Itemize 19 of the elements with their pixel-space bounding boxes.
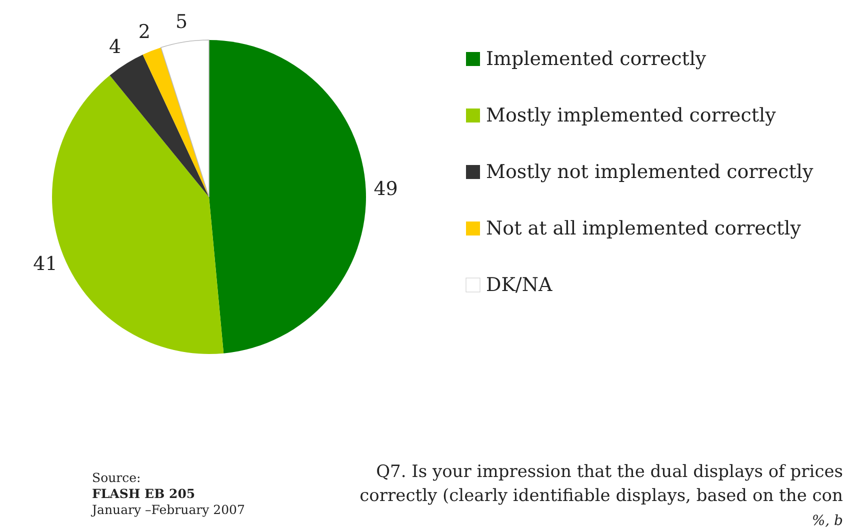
legend-label: DK/NA <box>486 274 552 296</box>
data-label: 41 <box>33 253 58 276</box>
data-label: 5 <box>176 11 188 34</box>
text: %, b <box>812 513 844 529</box>
pie-slice <box>209 40 366 354</box>
legend-label: Mostly not implemented correctly <box>486 161 814 183</box>
text: Q7. Is your impression that the dual displays of prices <box>376 462 843 482</box>
text: correctly (clearly identifiable displays, based on the con <box>360 486 844 506</box>
text: FLASH EB 205 <box>92 486 196 501</box>
legend-label: Implemented correctly <box>486 48 706 70</box>
legend-label: Not at all implemented correctly <box>486 218 802 240</box>
data-label: 2 <box>138 21 151 44</box>
data-label: 4 <box>108 36 122 58</box>
legend-label: Mostly implemented correctly <box>486 104 776 126</box>
pie-slice <box>110 54 209 197</box>
text: January –February 2007 <box>90 502 246 517</box>
pie-slice <box>160 40 210 198</box>
source-note: Source: <box>92 470 141 485</box>
data-label: 49 <box>374 178 398 200</box>
